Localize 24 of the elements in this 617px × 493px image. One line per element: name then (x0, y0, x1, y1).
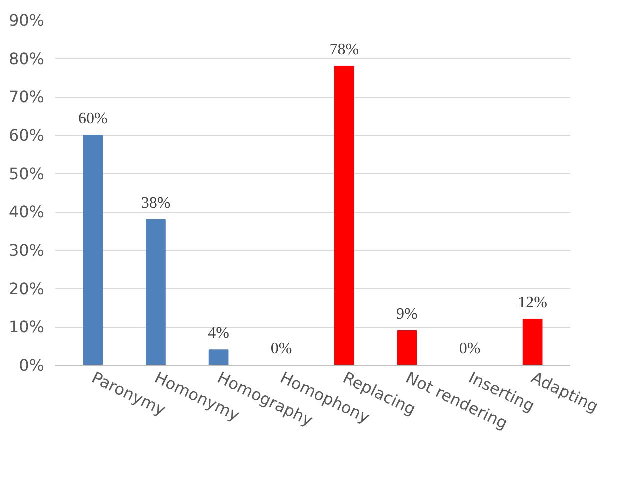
y-tick-label: 60% (8, 126, 44, 145)
bar (397, 330, 418, 366)
y-tick-label: 0% (19, 356, 45, 375)
y-tick-label: 80% (8, 49, 44, 68)
bar (146, 219, 166, 366)
data-label: 78% (330, 42, 360, 58)
y-tick-label: 20% (8, 279, 44, 298)
bar (83, 135, 104, 366)
data-label: 38% (141, 194, 171, 212)
y-tick-label: 70% (8, 88, 44, 107)
data-label: 12% (518, 294, 548, 312)
bar (522, 319, 543, 366)
data-label: 9% (396, 306, 418, 323)
bar (208, 350, 229, 366)
data-label: 0% (459, 340, 481, 358)
y-tick-label: 50% (8, 164, 44, 184)
data-label: 60% (78, 110, 108, 128)
bar (334, 66, 354, 366)
y-tick-label: 30% (8, 241, 44, 260)
y-tick-label: 10% (8, 318, 44, 337)
data-label: 0% (270, 340, 292, 358)
y-tick-label: 90% (8, 11, 44, 30)
data-label: 4% (208, 325, 230, 342)
y-tick-label: 40% (8, 202, 44, 222)
